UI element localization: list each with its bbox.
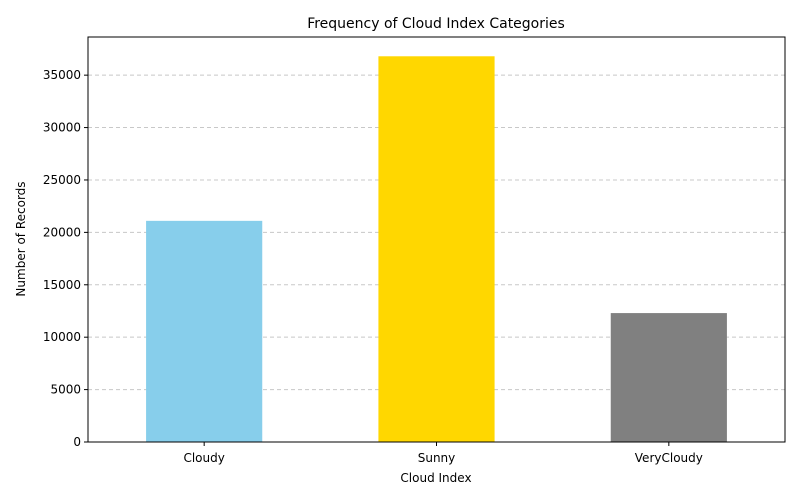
y-tick-label-7: 35000 — [43, 68, 81, 82]
y-tick-label-3: 15000 — [43, 278, 81, 292]
x-tick-label-0: Cloudy — [183, 451, 224, 465]
y-tick-label-1: 5000 — [50, 383, 81, 397]
bar-cloudy — [146, 220, 263, 442]
y-axis: 0 5000 10000 15000 20000 25000 30000 35000 — [43, 68, 88, 449]
x-tick-label-2: VeryCloudy — [635, 451, 703, 465]
bar-sunny — [378, 56, 495, 443]
x-axis-title: Cloud Index — [400, 471, 471, 485]
chart-title: Frequency of Cloud Index Categories — [307, 16, 565, 32]
bars — [146, 56, 727, 443]
y-tick-label-6: 30000 — [43, 121, 81, 135]
bar-verycloudy — [610, 313, 727, 442]
y-axis-title: Number of Records — [14, 181, 28, 296]
x-axis: Cloudy Sunny VeryCloudy — [183, 442, 703, 465]
x-tick-label-1: Sunny — [418, 451, 456, 465]
y-tick-label-0: 0 — [73, 435, 81, 449]
y-tick-label-5: 25000 — [43, 173, 81, 187]
y-tick-label-4: 20000 — [43, 225, 81, 239]
y-tick-label-2: 10000 — [43, 330, 81, 344]
